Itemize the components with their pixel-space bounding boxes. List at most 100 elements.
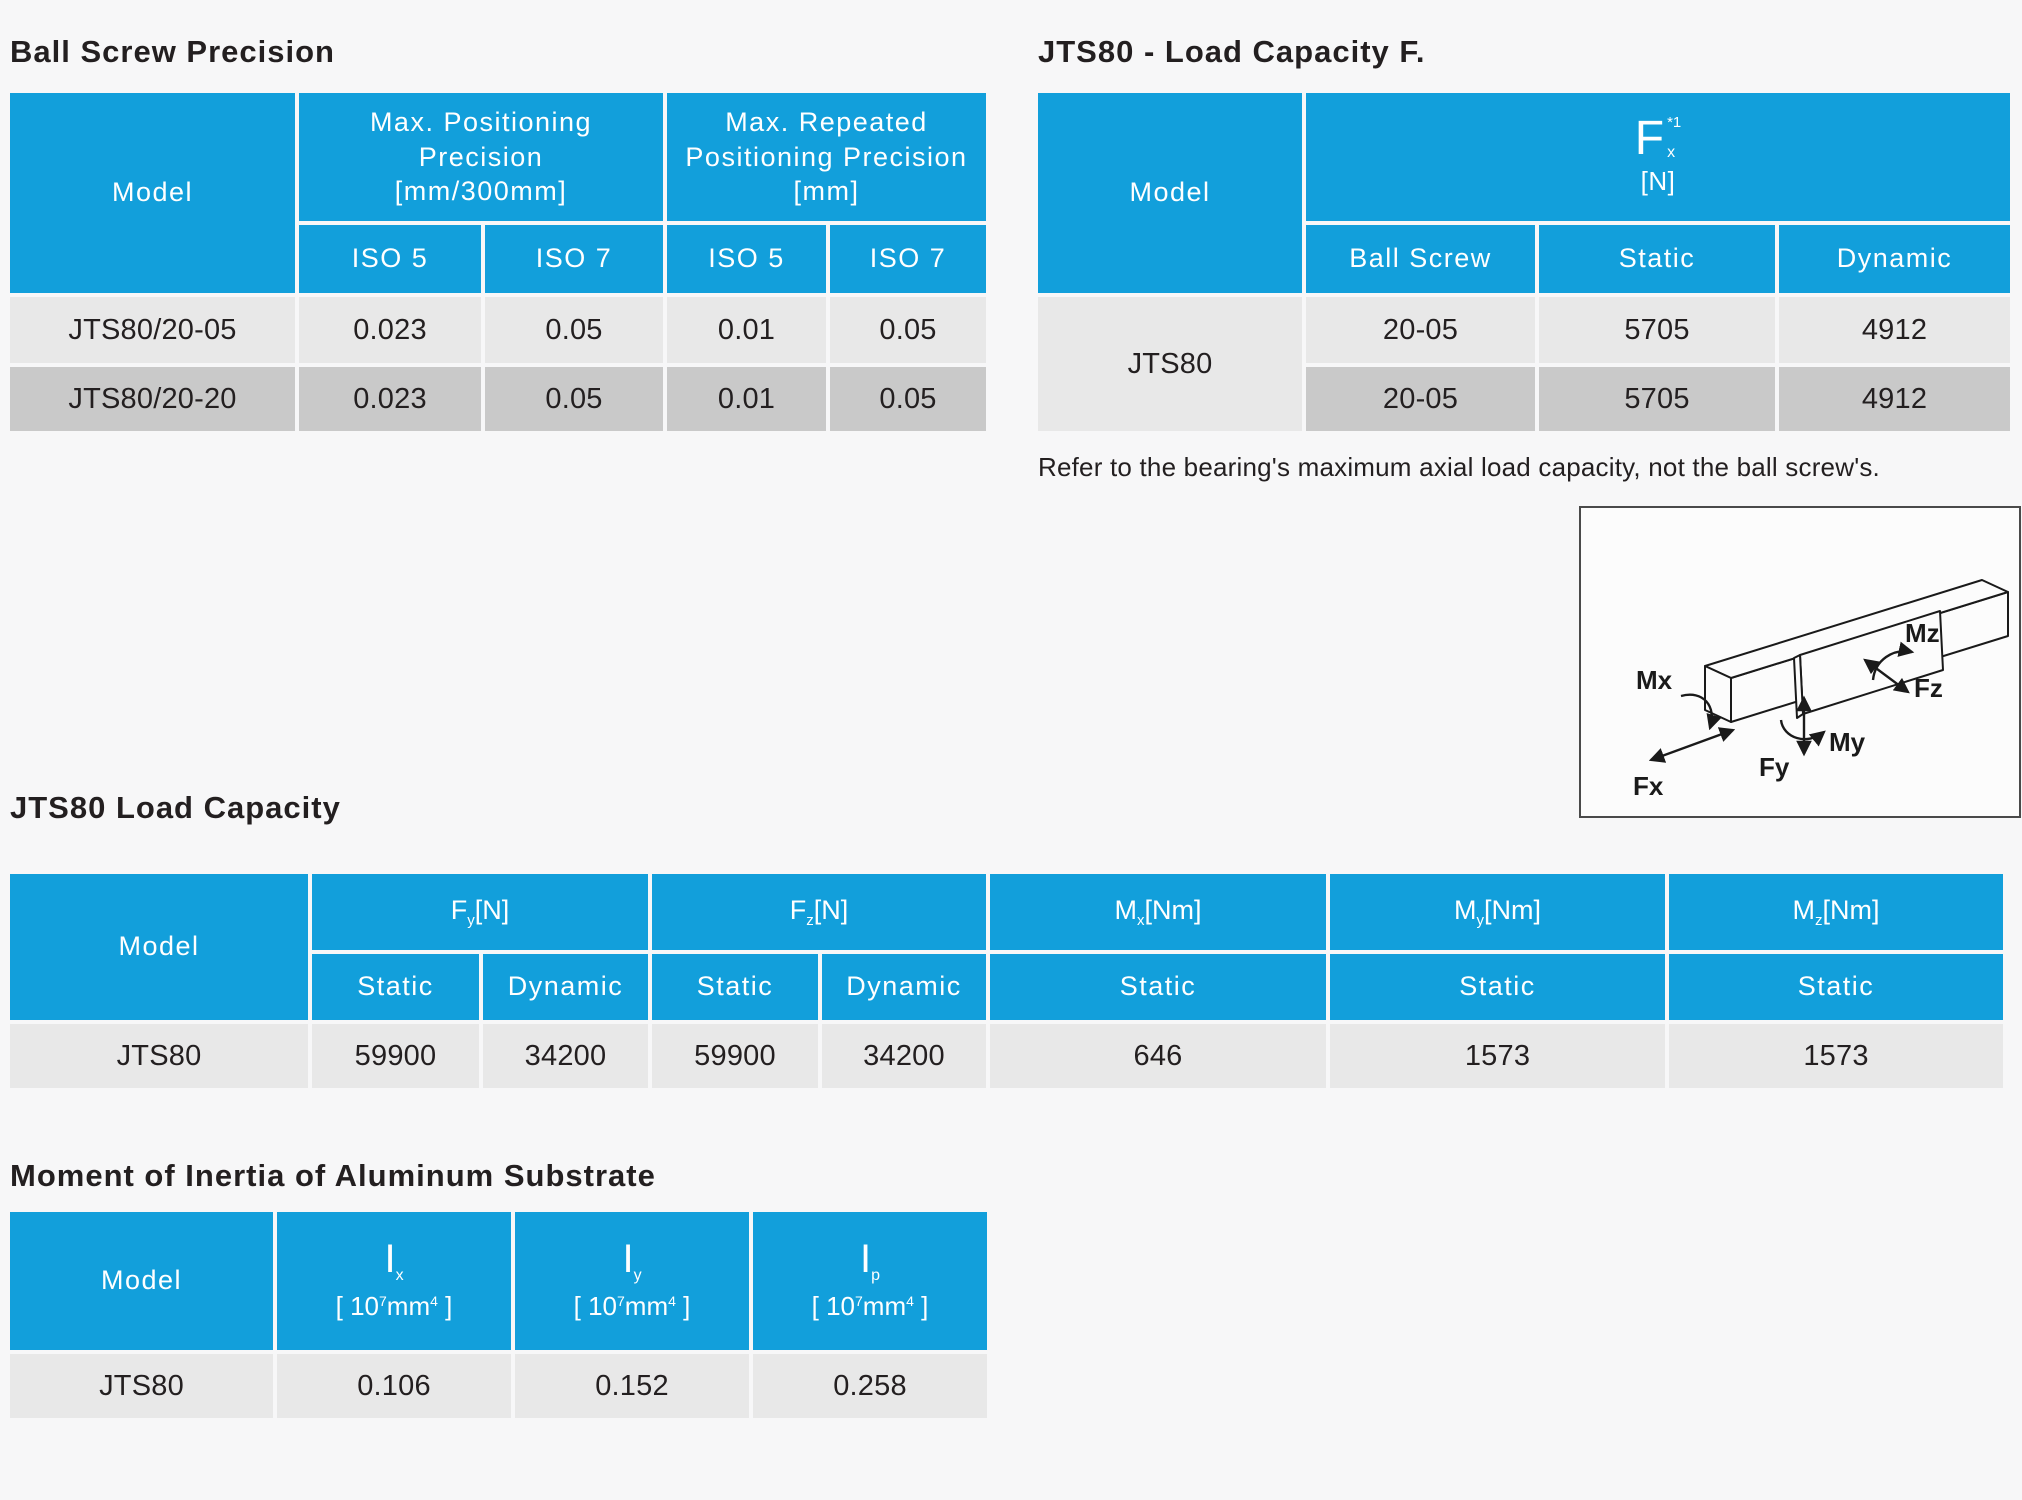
group-header-fz: Fz[N] (652, 874, 986, 950)
group-header-line: Positioning Precision (685, 141, 968, 172)
column-header-ip: Ip [ 107mm4 ] (753, 1212, 987, 1350)
force-subscript: x (1667, 143, 1676, 161)
cell-static: 5705 (1539, 297, 1775, 363)
mz-arc-arrow (1871, 641, 1915, 681)
load-capacity-f-table: Model F *1 x [N] Ball Screw Static Dynamic… (1034, 89, 2014, 435)
cell-dynamic: 4912 (1779, 367, 2010, 431)
group-header-line: Precision (418, 141, 544, 172)
cell-ball-screw: 20-05 (1306, 367, 1535, 431)
model-column-header: Model (1038, 93, 1302, 293)
cell-value: 0.023 (299, 367, 481, 431)
cell-value: 0.258 (753, 1354, 987, 1418)
mz-label: Mz (1905, 618, 1940, 648)
mx-label: Mx (1636, 665, 1673, 695)
group-header-max-repeated-positioning-precision: Max. Repeated Positioning Precision [mm] (667, 93, 986, 221)
section-title-moment-of-inertia: Moment of Inertia of Aluminum Substrate (10, 1158, 656, 1193)
group-header-unit: [mm/300mm] (394, 176, 568, 207)
cell-static: 5705 (1539, 367, 1775, 431)
table-row: JTS80/20-20 0.023 0.05 0.01 0.05 (10, 367, 986, 431)
section-title-load-capacity: JTS80 Load Capacity (10, 790, 341, 825)
group-header-fy: Fy[N] (312, 874, 648, 950)
header-row-force: Model F *1 x [N] (1038, 93, 2010, 293)
group-header-fx: F *1 x [N] (1306, 93, 2010, 221)
iso-column-header: ISO 7 (830, 225, 986, 293)
group-header-unit: [mm] (793, 176, 860, 207)
ball-screw-precision-table: Model Max. Positioning Precision [mm/300… (6, 89, 990, 435)
cell-value: 59900 (312, 1024, 479, 1088)
cell-value: 0.023 (299, 297, 481, 363)
cell-ball-screw: 20-05 (1306, 297, 1535, 363)
section-title-ball-screw-precision: Ball Screw Precision (10, 34, 335, 69)
cell-value: 1573 (1330, 1024, 1665, 1088)
cell-value: 1573 (1669, 1024, 2003, 1088)
header-row-iso: ISO 5 ISO 7 ISO 5 ISO 7 (10, 225, 986, 293)
force-labels: Fx Mx Fy My Fz Mz (1633, 618, 1943, 801)
column-header-dynamic: Dynamic (822, 954, 986, 1020)
my-arc-arrow (1779, 719, 1826, 747)
table-row: JTS80 59900 34200 59900 34200 646 1573 1… (10, 1024, 2003, 1088)
iso-column-header: ISO 5 (299, 225, 481, 293)
cell-value: 0.05 (830, 367, 986, 431)
force-base: F (1634, 112, 1665, 166)
table-row: JTS80 20-05 5705 4912 (1038, 297, 2010, 431)
section-title-load-capacity-f: JTS80 - Load Capacity F. (1038, 34, 1426, 69)
column-header-static: Static (652, 954, 818, 1020)
group-header-line: Max. Positioning (369, 107, 593, 138)
header-row-groups: Model Fy[N] Fz[N] Mx[Nm] My[Nm] Mz[Nm] (10, 874, 2003, 1020)
column-header-dynamic: Dynamic (1779, 225, 2010, 293)
cell-model: JTS80 (10, 1024, 308, 1088)
cell-value: 0.05 (830, 297, 986, 363)
header-row-sub: Static Dynamic Static Dynamic Static Sta… (10, 954, 2003, 1020)
table-row: JTS80 0.106 0.152 0.258 (10, 1354, 987, 1418)
cell-value: 0.106 (277, 1354, 511, 1418)
cell-model: JTS80/20-20 (10, 367, 295, 431)
force-superscript: *1 (1667, 114, 1682, 132)
column-header-static: Static (312, 954, 479, 1020)
model-column-header: Model (10, 1212, 273, 1350)
header-row-sub: Ball Screw Static Dynamic (1038, 225, 2010, 293)
iso-column-header: ISO 5 (667, 225, 826, 293)
fx-arrow (1648, 727, 1736, 763)
table-row: 20-05 5705 4912 (1038, 367, 2010, 431)
cell-value: 34200 (822, 1024, 986, 1088)
table-row: JTS80/20-05 0.023 0.05 0.01 0.05 (10, 297, 986, 363)
cell-value: 0.01 (667, 367, 826, 431)
cell-value: 646 (990, 1024, 1326, 1088)
rail-body (1704, 579, 2009, 723)
bearing-note: Refer to the bearing's maximum axial loa… (1038, 452, 1880, 482)
fz-arrow (1863, 658, 1910, 694)
group-header-max-positioning-precision: Max. Positioning Precision [mm/300mm] (299, 93, 663, 221)
load-capacity-table: Model Fy[N] Fz[N] Mx[Nm] My[Nm] Mz[Nm] S… (6, 870, 2007, 1092)
model-column-header: Model (10, 93, 295, 293)
header-row: Model Ix [ 107mm4 ] Iy [ 107mm4 ] Ip [ 1… (10, 1212, 987, 1350)
force-arrows (1648, 641, 1915, 763)
group-header-mx: Mx[Nm] (990, 874, 1326, 950)
cell-value: 0.152 (515, 1354, 749, 1418)
column-header-ball-screw: Ball Screw (1306, 225, 1535, 293)
iso-column-header: ISO 7 (485, 225, 663, 293)
force-unit: [N] (1640, 166, 1676, 197)
cell-value: 0.05 (485, 367, 663, 431)
column-header-dynamic: Dynamic (483, 954, 648, 1020)
model-column-header: Model (10, 874, 308, 1020)
force-direction-diagram: Fx Mx Fy My Fz Mz (1579, 506, 2021, 818)
column-header-static: Static (1669, 954, 2003, 1020)
fy-label: Fy (1759, 752, 1790, 782)
moment-of-inertia-table: Model Ix [ 107mm4 ] Iy [ 107mm4 ] Ip [ 1… (6, 1208, 991, 1422)
column-header-static: Static (1539, 225, 1775, 293)
cell-value: 0.01 (667, 297, 826, 363)
my-label: My (1829, 727, 1866, 757)
column-header-ix: Ix [ 107mm4 ] (277, 1212, 511, 1350)
fx-label: Fx (1633, 771, 1664, 801)
cell-model: JTS80 (10, 1354, 273, 1418)
cell-model: JTS80 (1038, 297, 1302, 431)
column-header-static: Static (990, 954, 1326, 1020)
cell-value: 0.05 (485, 297, 663, 363)
column-header-iy: Iy [ 107mm4 ] (515, 1212, 749, 1350)
mx-arc-arrow (1680, 693, 1722, 731)
header-row-groups: Model Max. Positioning Precision [mm/300… (10, 93, 986, 293)
group-header-line: Max. Repeated (725, 107, 928, 138)
fx-symbol: F *1 x (1306, 115, 2010, 163)
group-header-mz: Mz[Nm] (1669, 874, 2003, 950)
